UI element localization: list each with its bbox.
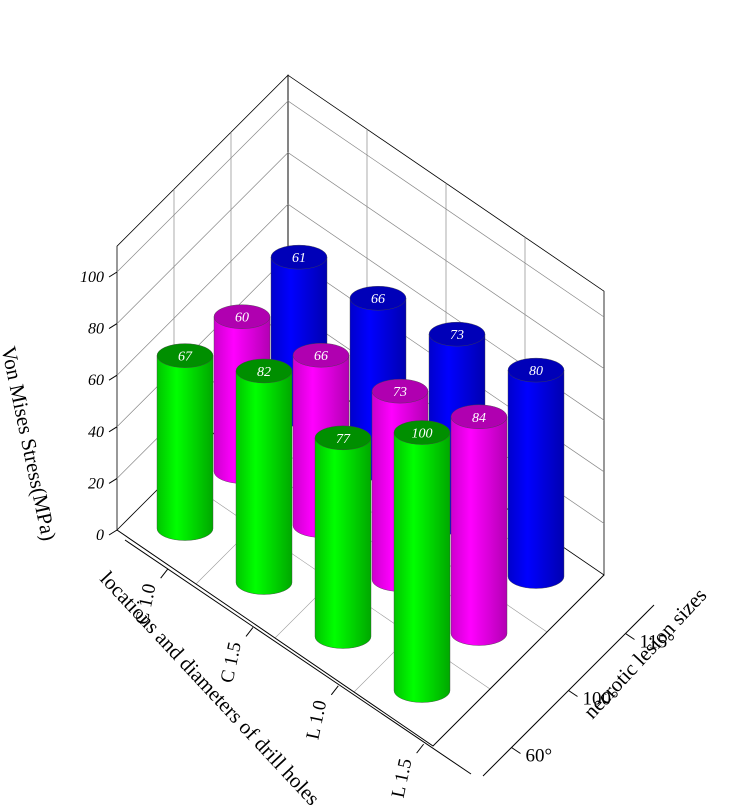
y-tick-label: 0: [96, 527, 104, 544]
y-tick: [108, 323, 118, 330]
x-tick-label: L 1.0: [302, 698, 331, 741]
bar-value-label: 77: [336, 432, 351, 447]
bar-value-label: 73: [450, 328, 464, 343]
floor-edge: [116, 529, 605, 747]
bar-value-label: 82: [257, 365, 271, 380]
y-tick: [108, 477, 118, 484]
bar-value-label: 73: [393, 385, 407, 400]
bar-top: [349, 286, 407, 311]
bar-top: [507, 357, 565, 383]
z-tick-label: 60°: [526, 746, 553, 767]
y-tick-label: 80: [88, 321, 104, 338]
z-tick-label: 100°: [583, 689, 619, 710]
x-tick: [416, 743, 425, 754]
bar: 100: [393, 420, 451, 703]
grid-line: [116, 100, 605, 318]
bar-top: [450, 404, 508, 429]
bar-value-label: 80: [529, 364, 543, 379]
bar-value-label: 100: [412, 427, 433, 442]
bar-body: [314, 437, 372, 649]
bar: 77: [314, 425, 372, 649]
bars: 61 66 73 80 60 66 73 84 67 82 77 100: [156, 244, 565, 703]
bar-top: [235, 358, 293, 384]
bar-value-label: 67: [178, 350, 193, 365]
z-axis-title: necrotic lesion sizes: [578, 583, 711, 723]
y-tick: [108, 426, 118, 433]
bar-top: [270, 244, 328, 270]
bar: 84: [450, 404, 508, 646]
y-tick-label: 20: [88, 475, 104, 492]
z-tick: [568, 690, 578, 697]
x-axis-title: locations and diameters of drill holes: [95, 566, 325, 810]
bar-top: [371, 378, 429, 404]
x-tick-label: L 1.5: [388, 757, 417, 800]
x-tick: [330, 685, 339, 696]
z-tick: [511, 747, 521, 754]
y-tick-label: 40: [88, 424, 104, 441]
y-tick: [108, 374, 118, 381]
bar-top: [393, 420, 451, 445]
y-tick-label: 100: [80, 269, 104, 286]
bar-top: [292, 343, 350, 368]
y-tick: [108, 529, 118, 536]
bar-value-label: 61: [292, 251, 306, 266]
bar-body: [235, 370, 293, 595]
bar-top: [156, 343, 214, 368]
y-axis-title: Von Mises Stress(MPa): [0, 344, 61, 543]
z-tick: [625, 633, 635, 640]
y-tick: [108, 271, 118, 278]
bar-body: [156, 355, 214, 541]
bar-value-label: 84: [472, 411, 486, 426]
bar-value-label: 66: [371, 292, 385, 307]
bar-value-label: 60: [235, 311, 249, 326]
x-tick: [245, 627, 254, 637]
bar-top: [314, 425, 372, 451]
bar: 67: [156, 343, 214, 541]
bar-body: [450, 416, 508, 646]
bar-top: [428, 321, 486, 347]
bar-top: [213, 304, 271, 329]
bar: 80: [507, 357, 565, 589]
z-tick-label: 115°: [640, 632, 675, 653]
y-tick-label: 60: [88, 372, 104, 389]
bar-body: [393, 432, 451, 703]
x-tick-label: C 1.5: [217, 640, 246, 685]
x-axis-line: [124, 539, 472, 775]
bar-value-label: 66: [314, 349, 328, 364]
bar-body: [507, 369, 565, 589]
bar: 82: [235, 358, 293, 595]
x-tick: [160, 568, 169, 579]
